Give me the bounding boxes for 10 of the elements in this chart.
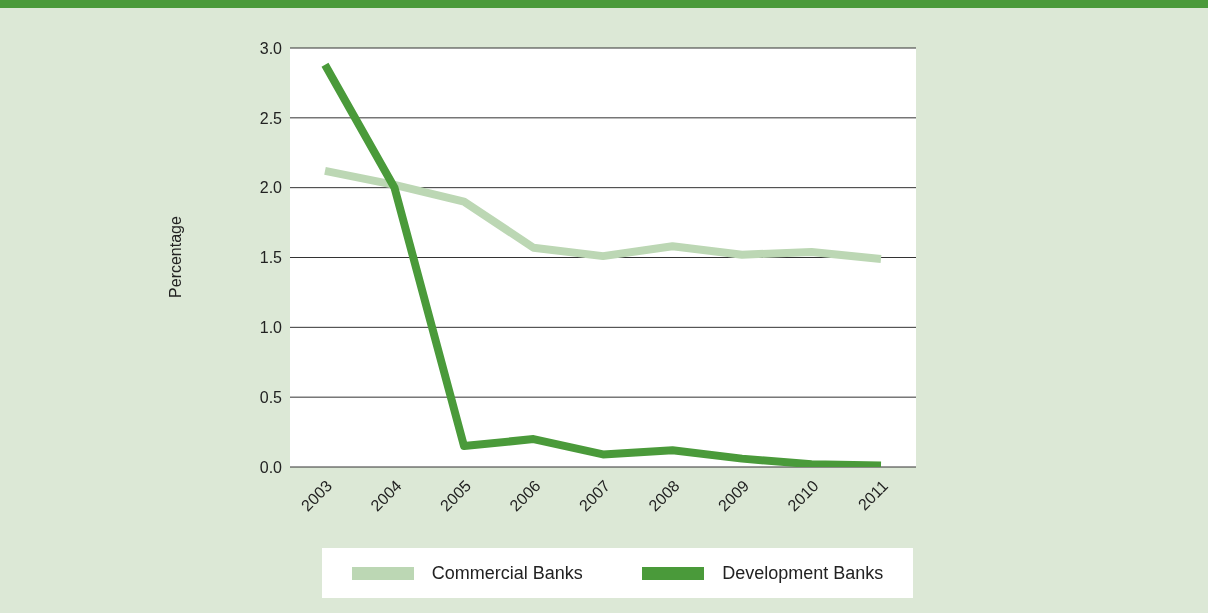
y-axis-title: Percentage	[167, 216, 185, 298]
y-tick-label: 1.5	[259, 249, 283, 267]
y-tick-label: 1.0	[259, 319, 283, 337]
y-tick-label: 2.5	[259, 109, 283, 127]
y-tick-label: 2.0	[259, 179, 283, 197]
legend-label: Development Banks	[722, 562, 884, 584]
y-tick-label: 0.5	[259, 388, 283, 406]
y-tick-label: 3.0	[259, 39, 283, 57]
y-tick-label: 0.0	[259, 458, 283, 476]
legend-label: Commercial Banks	[431, 562, 583, 584]
